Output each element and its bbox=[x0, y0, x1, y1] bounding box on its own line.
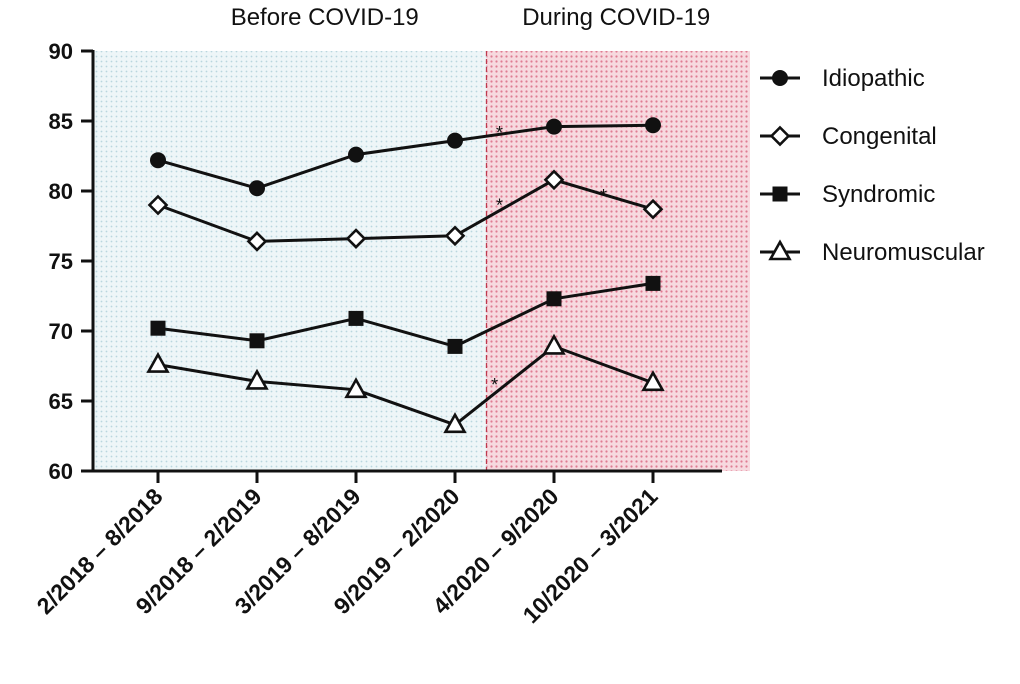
data-point-congenital bbox=[543, 169, 565, 191]
legend-marker bbox=[769, 125, 791, 147]
period-region-before bbox=[93, 51, 487, 471]
data-point-idiopathic bbox=[645, 117, 661, 134]
y-tick-label: 90 bbox=[49, 39, 73, 64]
series-line-neuromuscular bbox=[157, 344, 654, 427]
legend-label: Idiopathic bbox=[822, 65, 925, 92]
data-point-idiopathic bbox=[447, 132, 463, 149]
significance-marker: * bbox=[496, 196, 503, 216]
data-point-syndromic bbox=[546, 291, 562, 307]
y-tick-label: 60 bbox=[49, 459, 73, 484]
data-point-idiopathic bbox=[249, 180, 265, 197]
significance-marker: * bbox=[600, 186, 607, 206]
legend-item: Neuromuscular bbox=[760, 239, 985, 266]
legend-label: Neuromuscular bbox=[822, 239, 985, 266]
data-point-congenital bbox=[246, 231, 268, 252]
legend: Idiopathic Congenital Syndromic Neuromuscul… bbox=[760, 65, 985, 266]
data-point-congenital bbox=[444, 225, 466, 247]
legend-marker bbox=[768, 239, 792, 261]
series-line-syndromic bbox=[157, 281, 654, 348]
series-line-congenital bbox=[157, 178, 654, 243]
data-point-syndromic bbox=[348, 310, 364, 326]
data-point-neuromuscular bbox=[641, 370, 665, 392]
legend-label: Congenital bbox=[822, 123, 937, 150]
series-idiopathic bbox=[150, 117, 661, 197]
y-tick-label: 65 bbox=[49, 389, 73, 414]
legend-item: Syndromic bbox=[760, 181, 935, 208]
period-label: Before COVID-19 bbox=[231, 4, 419, 31]
legend-marker bbox=[772, 186, 788, 202]
series-syndromic bbox=[150, 275, 661, 354]
legend-label: Syndromic bbox=[822, 181, 935, 208]
data-point-neuromuscular bbox=[245, 368, 269, 390]
data-point-syndromic bbox=[447, 338, 463, 354]
legend-item: Idiopathic bbox=[760, 65, 925, 92]
series-line-idiopathic bbox=[157, 123, 654, 190]
y-tick-label: 80 bbox=[49, 179, 73, 204]
data-point-congenital bbox=[345, 228, 367, 249]
data-point-idiopathic bbox=[150, 152, 166, 169]
significance-marker: * bbox=[496, 123, 503, 143]
series-neuromuscular bbox=[146, 333, 665, 434]
data-point-neuromuscular bbox=[344, 377, 368, 399]
data-point-syndromic bbox=[150, 320, 166, 336]
legend-marker bbox=[772, 70, 788, 86]
data-point-congenital bbox=[642, 198, 664, 220]
data-point-idiopathic bbox=[546, 118, 562, 135]
series-congenital bbox=[147, 169, 664, 252]
data-point-neuromuscular bbox=[443, 412, 467, 434]
y-tick-label: 85 bbox=[49, 109, 73, 134]
data-point-congenital bbox=[147, 194, 169, 216]
period-label: During COVID-19 bbox=[522, 4, 710, 31]
data-point-syndromic bbox=[249, 333, 265, 349]
y-tick-label: 70 bbox=[49, 319, 73, 344]
data-point-neuromuscular bbox=[542, 333, 566, 355]
period-region-during bbox=[486, 51, 750, 471]
significance-marker: * bbox=[491, 375, 498, 395]
data-point-idiopathic bbox=[348, 146, 364, 163]
data-point-neuromuscular bbox=[146, 351, 170, 373]
legend-item: Congenital bbox=[760, 123, 937, 150]
y-tick-label: 75 bbox=[49, 249, 73, 274]
data-point-syndromic bbox=[645, 275, 661, 291]
